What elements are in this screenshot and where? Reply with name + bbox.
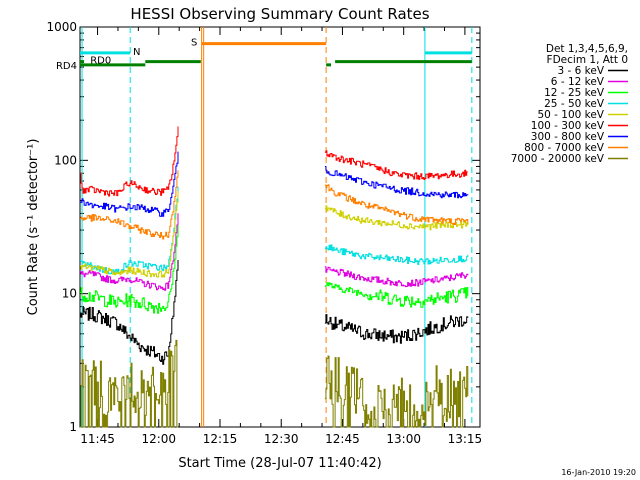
state-label-rd0: RD0: [90, 56, 111, 67]
legend-header: FDecim 1, Att 0: [547, 54, 628, 66]
series-line: [80, 151, 179, 217]
y-tick-label: 1: [69, 420, 77, 434]
x-tick-label: 13:00: [386, 432, 421, 446]
series-lines: [80, 126, 469, 428]
series-line: [80, 191, 179, 278]
plot-frame: [79, 26, 481, 428]
legend-entry-label: 12 - 25 keV: [544, 87, 605, 99]
series-line: [324, 150, 468, 180]
y-tick-label: 100: [54, 153, 77, 167]
series-line: [80, 339, 178, 428]
x-axis-label: Start Time (28-Jul-07 11:40:42): [178, 456, 381, 471]
x-tick-label: 12:15: [203, 432, 238, 446]
series-line: [324, 166, 469, 199]
series-line: [80, 186, 179, 275]
series-line: [324, 184, 469, 225]
series-line: [324, 266, 469, 288]
x-tick-label: 13:15: [448, 432, 483, 446]
state-label-s: S: [191, 38, 197, 49]
legend-entry-label: 800 - 7000 keV: [524, 142, 605, 154]
legend-entry-label: 25 - 50 keV: [544, 98, 605, 110]
series-line: [324, 205, 469, 231]
series-line: [324, 244, 469, 265]
legend-entry-label: 6 - 12 keV: [551, 76, 605, 88]
series-line: [80, 260, 179, 365]
series-line: [80, 225, 179, 314]
vertical-markers: [81, 27, 473, 427]
state-label-rd4: RD4: [56, 61, 77, 72]
legend-entry-label: 300 - 800 keV: [531, 131, 605, 143]
x-tick-label: 11:45: [80, 432, 115, 446]
state-bars: N S RD0 RD4: [56, 38, 472, 72]
series-line: [324, 355, 469, 428]
series-line: [324, 314, 469, 344]
series-line: [324, 282, 469, 308]
legend-entry-label: 50 - 100 keV: [537, 109, 604, 121]
legend-entry-label: 7000 - 20000 keV: [511, 153, 605, 165]
series-line: [80, 170, 179, 240]
series-line: [80, 126, 179, 197]
footer-timestamp: 16-Jan-2010 19:20: [561, 468, 636, 477]
legend: Det 1,3,4,5,6,9,FDecim 1, Att 03 - 6 keV…: [511, 43, 628, 165]
x-tick-label: 12:45: [325, 432, 360, 446]
legend-entry-label: 3 - 6 keV: [557, 65, 604, 77]
chart-title: HESSI Observing Summary Count Rates: [130, 5, 429, 23]
series-line: [80, 213, 179, 291]
legend-entry-label: 100 - 300 keV: [531, 120, 605, 132]
state-label-n: N: [133, 47, 140, 58]
x-tick-label: 12:00: [141, 432, 176, 446]
legend-header: Det 1,3,4,5,6,9,: [546, 43, 628, 55]
y-tick-label: 1000: [46, 20, 77, 34]
y-tick-label: 10: [62, 287, 77, 301]
axis-ticks: [80, 26, 480, 428]
x-tick-labels: 11:45 12:00 12:15 12:30 12:45 13:00 13:15: [80, 432, 482, 446]
x-tick-label: 12:30: [264, 432, 299, 446]
y-tick-labels: 1 10 100 1000: [46, 20, 77, 434]
y-axis-label: Count Rate (s⁻¹ detector⁻¹): [26, 139, 41, 316]
